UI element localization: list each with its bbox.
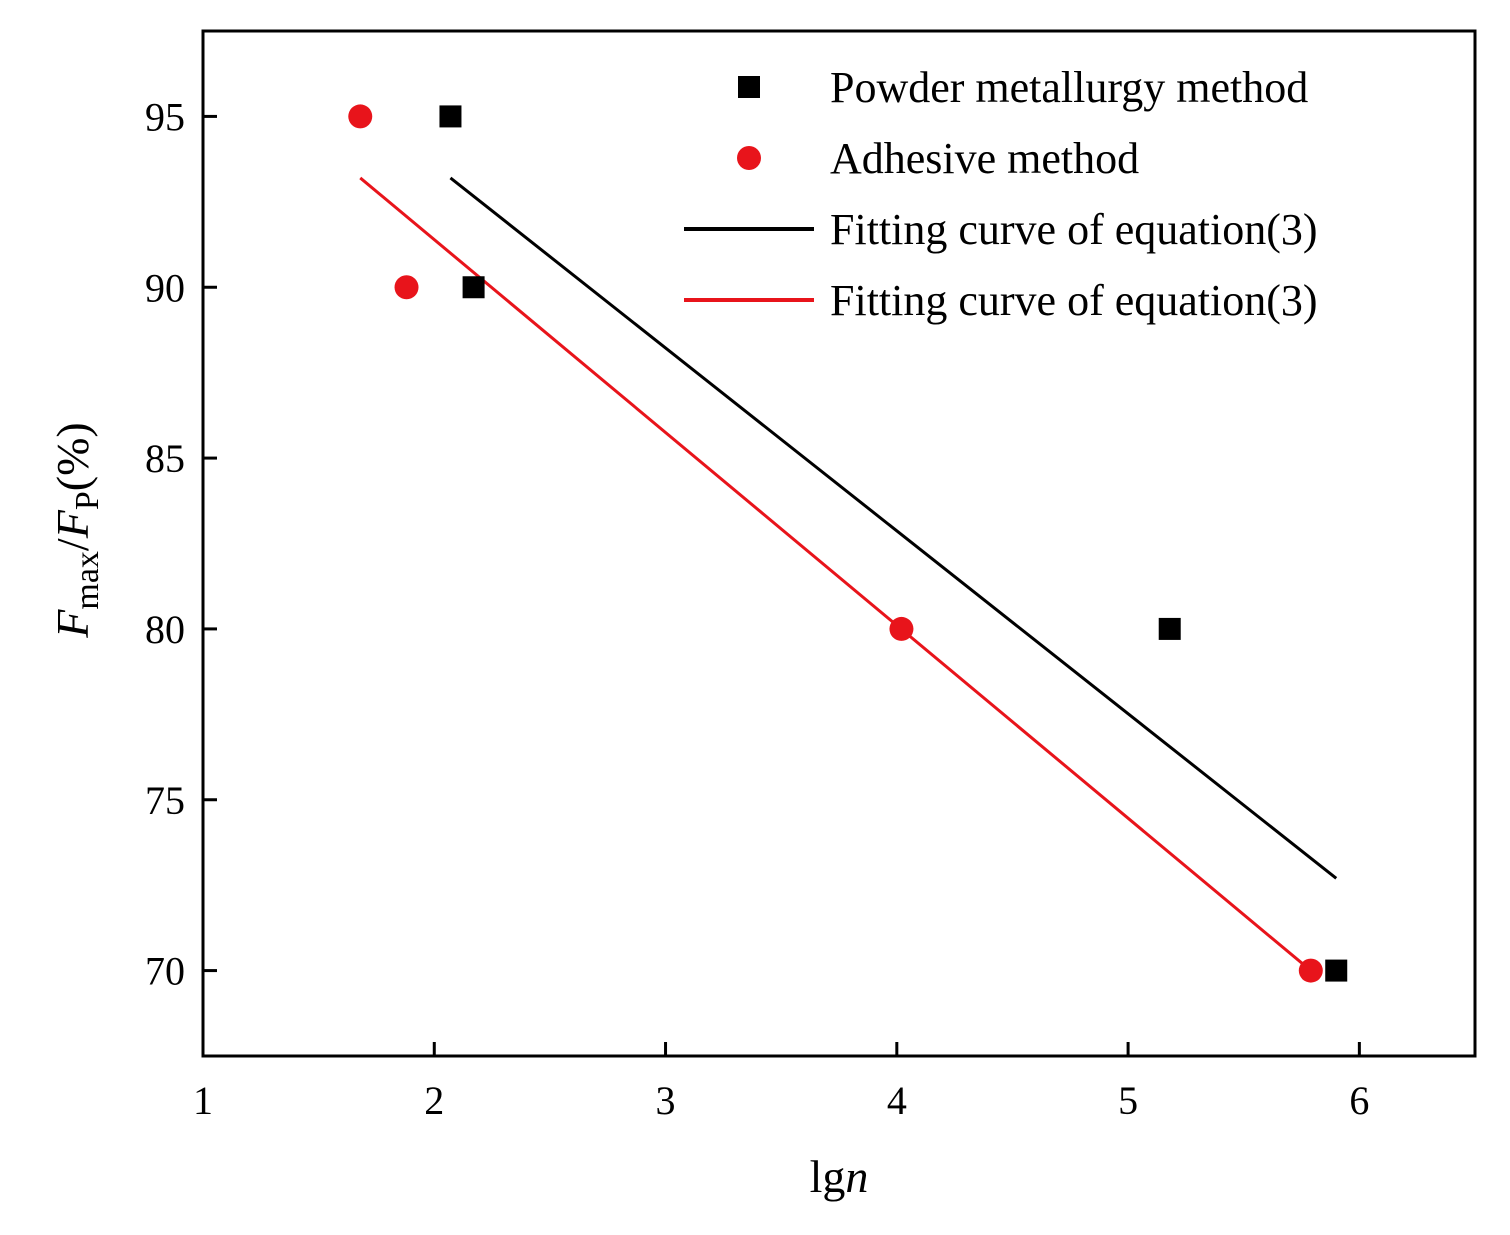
fit-line-0 [449,176,1338,880]
y-tick-label-0: 70 [145,949,185,994]
x-axis-title-main: lg [810,1151,846,1202]
x-axis-title: lgn [810,1151,869,1202]
y-axis-title-f2: F [47,509,98,539]
y-axis-title-sub1: max [69,551,106,610]
y-tick-label-2: 80 [145,607,185,652]
point-adhesive-0 [348,104,373,129]
legend-label-fit-0: Fitting curve of equation(3) [830,205,1318,254]
x-tick-label-1: 2 [424,1078,444,1123]
point-powder-2 [1158,617,1181,640]
x-tick-label-0: 1 [193,1078,213,1123]
legend-symbol-powder [738,76,760,98]
legend-symbol-adhesive [737,146,761,170]
y-axis-title-slash: / [47,538,98,551]
x-tick-label-3: 4 [887,1078,907,1123]
x-axis: 1 2 3 4 5 6 [193,1042,1369,1123]
x-tick-label-2: 3 [656,1078,676,1123]
legend-label-1: Adhesive method [830,134,1139,183]
y-axis-title-f1: F [47,609,98,639]
legend-label-0: Powder metallurgy method [830,63,1308,112]
y-axis: 70 75 80 85 90 95 [145,94,217,994]
y-axis-title: Fmax/FP(%) [47,422,106,638]
x-tick-label-5: 6 [1349,1078,1369,1123]
y-axis-title-tail: (%) [47,422,98,491]
legend-label-fit-1: Fitting curve of equation(3) [830,276,1318,325]
point-adhesive-3 [1298,958,1323,983]
point-powder-0 [439,105,462,128]
fit-line-1 [359,176,1312,972]
y-tick-label-3: 85 [145,436,185,481]
fit-lines [359,176,1338,972]
y-tick-label-5: 95 [145,94,185,139]
legend: Powder metallurgy method Adhesive method F… [684,63,1318,325]
x-tick-label-4: 5 [1118,1078,1138,1123]
y-tick-label-4: 90 [145,265,185,310]
point-adhesive-1 [394,275,419,300]
y-tick-label-1: 75 [145,778,185,823]
point-powder-1 [462,276,485,299]
data-points [348,104,1348,983]
plot-frame [201,29,1477,1058]
point-adhesive-2 [889,616,914,641]
point-powder-3 [1325,959,1348,982]
y-axis-title-sub2: P [69,491,106,510]
x-axis-title-italic: n [845,1151,868,1202]
